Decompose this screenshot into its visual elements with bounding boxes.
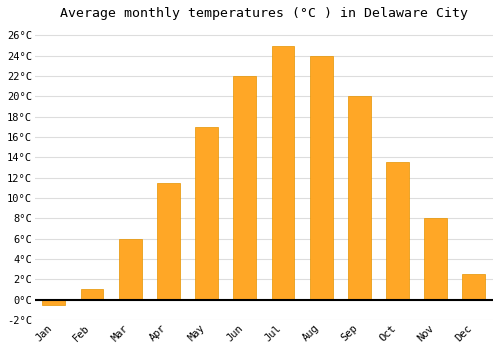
Bar bbox=[119, 239, 142, 300]
Bar bbox=[272, 46, 294, 300]
Bar bbox=[462, 274, 485, 300]
Bar bbox=[80, 289, 104, 300]
Bar bbox=[234, 76, 256, 300]
Bar bbox=[424, 218, 447, 300]
Title: Average monthly temperatures (°C ) in Delaware City: Average monthly temperatures (°C ) in De… bbox=[60, 7, 468, 20]
Bar bbox=[157, 183, 180, 300]
Bar bbox=[386, 162, 409, 300]
Bar bbox=[42, 300, 66, 305]
Bar bbox=[348, 96, 371, 300]
Bar bbox=[310, 56, 332, 300]
Bar bbox=[195, 127, 218, 300]
